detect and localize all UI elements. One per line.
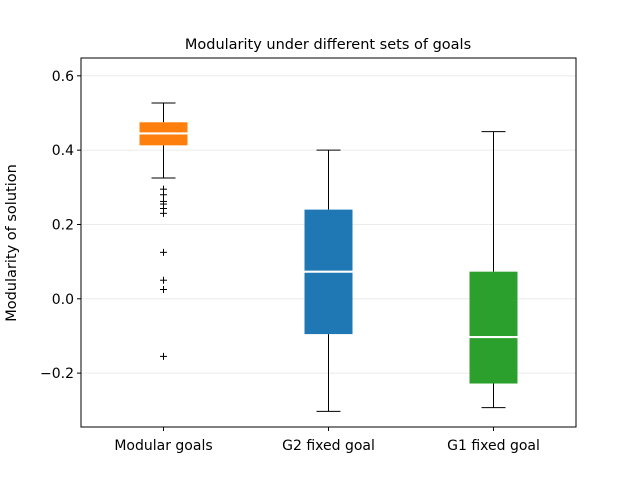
y-tick-label: 0.0 — [52, 292, 74, 308]
y-axis: −0.2 0.0 0.2 0.4 0.6 — [40, 69, 81, 382]
x-tick-label: Modular goals — [114, 438, 212, 454]
box-group — [139, 102, 188, 360]
outlier-point — [160, 352, 167, 360]
y-axis-label: Modularity of solution — [4, 164, 20, 322]
x-axis: Modular goals G2 fixed goal G1 fixed goal — [114, 427, 540, 454]
outlier-point — [160, 209, 167, 217]
y-tick-label: 0.2 — [52, 217, 74, 233]
boxes-layer — [139, 102, 518, 412]
iqr-box — [469, 271, 518, 384]
outlier-point — [160, 286, 167, 294]
box-group — [304, 149, 353, 412]
box-group — [469, 131, 518, 409]
y-tick-label: 0.6 — [52, 69, 74, 85]
x-tick-label: G1 fixed goal — [447, 438, 540, 454]
outlier-point — [160, 276, 167, 284]
x-tick-label: G2 fixed goal — [282, 438, 375, 454]
outlier-point — [160, 248, 167, 256]
outlier-point — [160, 191, 167, 199]
chart-title: Modularity under different sets of goals — [185, 37, 471, 53]
y-tick-label: −0.2 — [40, 366, 74, 382]
y-tick-label: 0.4 — [52, 143, 74, 159]
